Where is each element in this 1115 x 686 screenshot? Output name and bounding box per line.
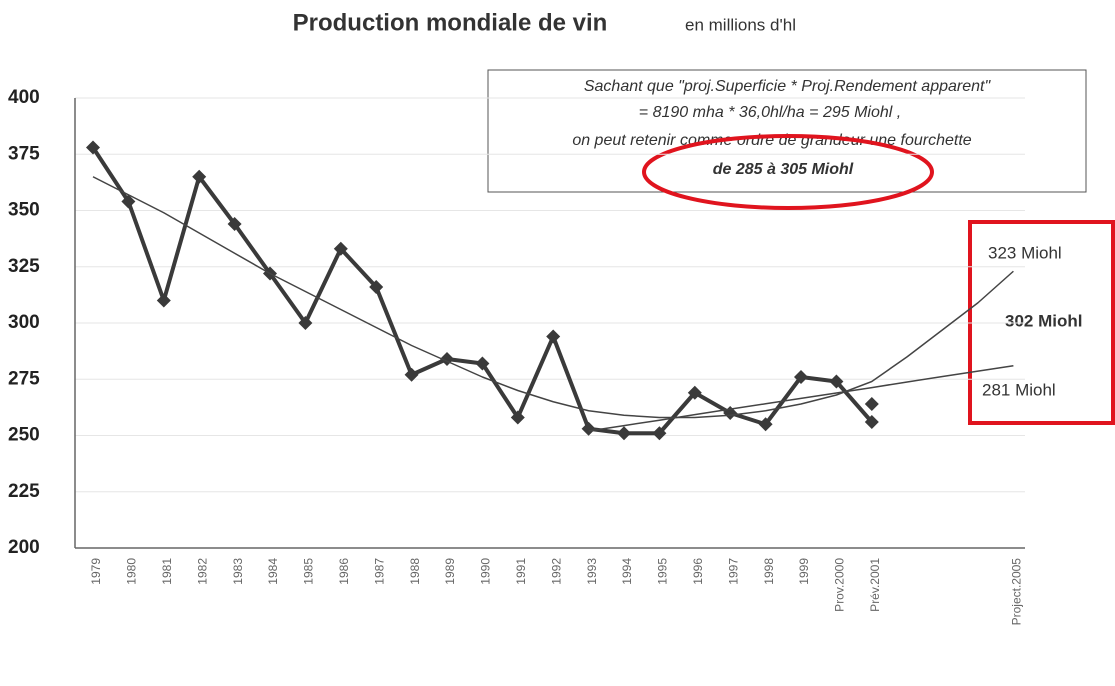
- data-point: [794, 370, 808, 384]
- x-tick-label: 1994: [620, 558, 634, 585]
- annotation-line: = 8190 mha * 36,0hl/ha = 295 Miohl ,: [639, 104, 901, 121]
- data-point: [227, 217, 242, 231]
- data-point: [864, 415, 879, 429]
- data-point: [475, 356, 490, 371]
- y-tick-label: 300: [8, 312, 40, 333]
- highlight-ellipse: [642, 134, 934, 210]
- data-point: [369, 280, 384, 294]
- x-tick-label: 1998: [762, 558, 776, 585]
- data-point: [617, 426, 631, 441]
- annotation: 323 Miohl: [988, 243, 1062, 262]
- y-tick-label: 350: [8, 200, 40, 221]
- x-tick-label: 1995: [656, 558, 670, 585]
- x-tick-label: Prév.2001: [868, 558, 882, 612]
- x-tick-label: 1982: [195, 558, 209, 585]
- x-tick-label: 1979: [89, 558, 103, 585]
- x-tick-label: Project.2005: [1010, 558, 1024, 626]
- x-tick-label: Prov.2000: [833, 558, 847, 612]
- data-point: [687, 385, 702, 400]
- annotation: 281 Miohl: [982, 380, 1056, 399]
- data-point: [829, 374, 844, 389]
- data-point: [510, 410, 525, 425]
- x-tick-label: 1999: [797, 558, 811, 585]
- x-tick-label: 1981: [160, 558, 174, 585]
- x-tick-label: 1997: [726, 558, 740, 585]
- x-tick-label: 1989: [443, 558, 457, 585]
- data-point: [652, 426, 667, 441]
- annotation-line: Sachant que "proj.Superficie * Proj.Rend…: [584, 78, 992, 95]
- data-point: [121, 194, 136, 209]
- x-tick-label: 1985: [302, 558, 316, 585]
- annotation-line: de 285 à 305 Miohl: [713, 161, 854, 178]
- y-tick-label: 200: [8, 537, 40, 558]
- data-point: [581, 421, 596, 436]
- data-point: [546, 329, 561, 344]
- x-tick-label: 1987: [372, 558, 386, 585]
- x-tick-label: 1988: [408, 558, 422, 585]
- data-point: [156, 293, 171, 308]
- chart-title: Production mondiale de vin: [293, 9, 608, 36]
- x-tick-label: 1992: [549, 558, 563, 585]
- data-point: [333, 241, 348, 256]
- series-line: [92, 176, 1014, 419]
- data-point: [86, 140, 100, 155]
- x-tick-label: 1996: [691, 558, 705, 585]
- chart-subtitle: en millions d'hl: [685, 15, 796, 34]
- data-point: [404, 367, 419, 382]
- y-tick-label: 275: [8, 368, 40, 389]
- x-tick-label: 1990: [479, 558, 493, 585]
- y-tick-label: 250: [8, 425, 40, 446]
- annotation: 302 Miohl: [1005, 311, 1082, 330]
- y-tick-label: 225: [8, 481, 40, 502]
- x-tick-label: 1986: [337, 558, 351, 585]
- x-tick-label: 1984: [266, 558, 280, 585]
- x-tick-label: 1991: [514, 558, 528, 585]
- y-tick-label: 375: [8, 143, 40, 164]
- annotation-box: [487, 69, 1087, 193]
- data-point: [192, 169, 207, 184]
- data-point: [758, 417, 773, 432]
- x-tick-label: 1983: [231, 558, 245, 585]
- x-tick-label: 1980: [125, 558, 139, 585]
- x-tick-label: 1993: [585, 558, 599, 585]
- y-tick-label: 400: [8, 87, 40, 108]
- series-line: [588, 365, 1014, 432]
- y-tick-label: 325: [8, 256, 40, 277]
- data-point: [298, 316, 313, 330]
- annotation-line: on peut retenir comme ordre de grandeur …: [572, 132, 971, 149]
- data-point: [864, 397, 879, 411]
